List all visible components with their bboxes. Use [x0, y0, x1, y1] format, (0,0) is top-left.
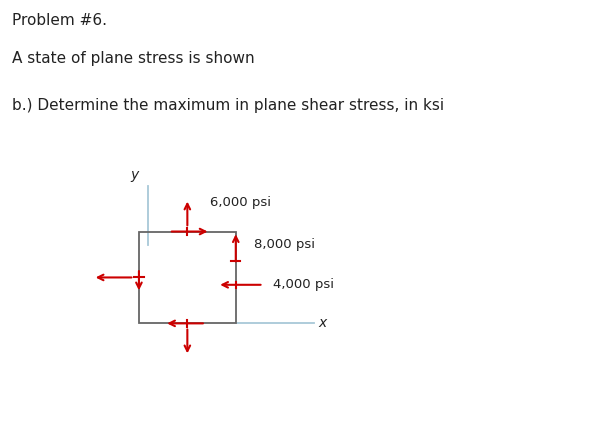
- Text: x: x: [319, 317, 327, 331]
- Text: 6,000 psi: 6,000 psi: [211, 196, 271, 208]
- Text: 8,000 psi: 8,000 psi: [254, 238, 315, 251]
- Text: A state of plane stress is shown: A state of plane stress is shown: [12, 51, 255, 66]
- Text: Problem #6.: Problem #6.: [12, 13, 107, 28]
- Text: y: y: [130, 168, 139, 182]
- Text: 4,000 psi: 4,000 psi: [273, 278, 334, 291]
- Text: b.) Determine the maximum in plane shear stress, in ksi: b.) Determine the maximum in plane shear…: [12, 98, 444, 113]
- Bar: [139, 232, 236, 323]
